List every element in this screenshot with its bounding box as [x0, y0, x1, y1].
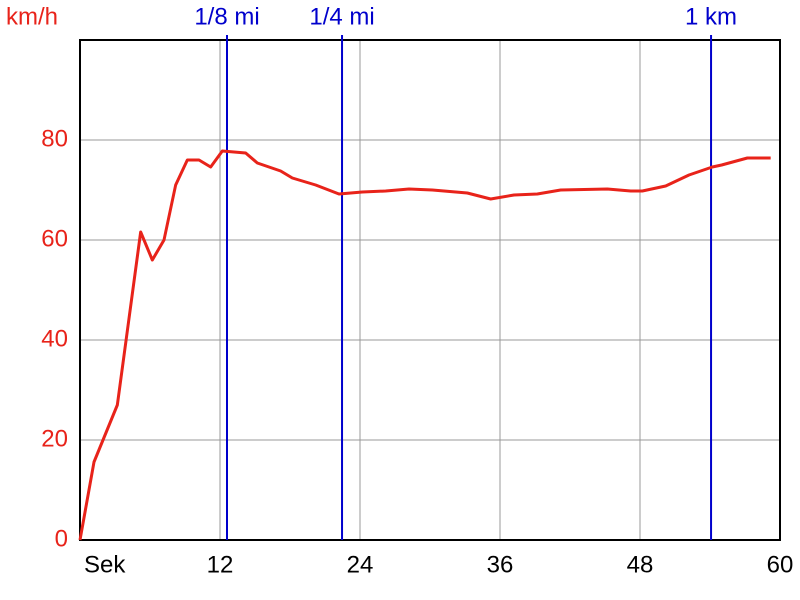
y-tick-label: 20	[41, 425, 68, 452]
x-tick-label: 60	[767, 551, 794, 578]
marker-label: 1/4 mi	[309, 3, 374, 30]
y-tick-label: 40	[41, 325, 68, 352]
plot-border	[79, 39, 781, 541]
x-tick-label: 36	[487, 551, 514, 578]
x-tick-label: 24	[347, 551, 374, 578]
x-tick-label: 12	[207, 551, 234, 578]
marker-label: 1 km	[685, 3, 737, 30]
data-line	[78, 149, 771, 541]
y-axis-label: km/h	[6, 3, 58, 30]
y-tick-label: 0	[55, 525, 68, 552]
marker-label: 1/8 mi	[194, 3, 259, 30]
x-tick-label: Sek	[84, 551, 126, 578]
y-tick-label: 60	[41, 225, 68, 252]
x-tick-label: 48	[627, 551, 654, 578]
y-tick-label: 80	[41, 125, 68, 152]
